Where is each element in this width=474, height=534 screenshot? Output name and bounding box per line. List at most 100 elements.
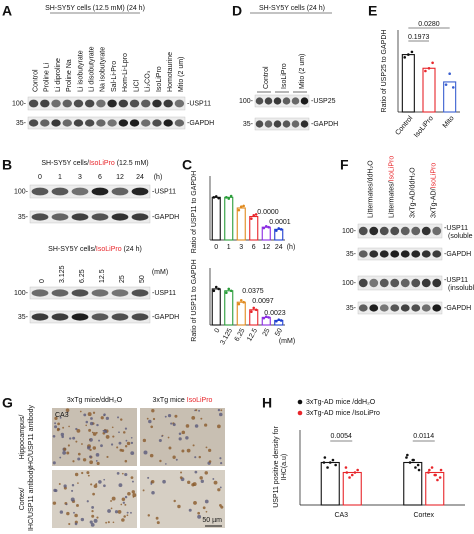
data-point xyxy=(264,315,268,318)
ihc-cell xyxy=(110,500,112,502)
ihc-cell xyxy=(95,460,98,462)
p-value: 0.0097 xyxy=(252,298,274,305)
panel-label: D xyxy=(232,3,242,19)
ihc-cell xyxy=(96,423,99,427)
data-point xyxy=(406,453,409,457)
data-point xyxy=(254,213,258,216)
blot-band xyxy=(152,119,162,127)
ihc-cell xyxy=(200,479,204,483)
ihc-cell xyxy=(100,416,104,420)
lane-label-part: IsoLiPro xyxy=(430,163,437,189)
lane-label: 50 xyxy=(139,275,146,283)
mw-marker: 100- xyxy=(239,98,254,105)
ihc-cell xyxy=(81,471,84,475)
blot-band xyxy=(91,289,109,297)
header: SH-SY5Y cells (24 h) xyxy=(259,5,325,12)
header: SH-SY5Y cells/IsoLiPro (24 h) xyxy=(48,246,142,253)
ihc-cell xyxy=(151,490,155,495)
ihc-cell xyxy=(147,514,151,517)
lane-unit: (h) xyxy=(154,174,163,181)
lane-label: Na isobutyrate xyxy=(100,47,107,92)
ihc-cell xyxy=(132,496,135,498)
lane-label: Proline Na xyxy=(66,59,73,92)
data-point xyxy=(331,458,335,462)
data-point xyxy=(217,196,220,200)
ihc-cell xyxy=(91,510,94,513)
ihc-cell xyxy=(111,426,114,429)
lane-label: Li₂CO₃ xyxy=(145,70,152,92)
ihc-cell xyxy=(217,408,221,412)
blot-band xyxy=(379,250,389,258)
blot-band xyxy=(31,187,49,196)
ihc-cell xyxy=(91,506,95,509)
ihc-cell xyxy=(170,422,173,425)
ihc-cell xyxy=(121,472,124,475)
ihc-cell xyxy=(89,460,93,465)
x-tick-label: 50 xyxy=(274,327,284,337)
blot-band xyxy=(111,289,129,297)
ihc-cell xyxy=(98,480,102,484)
x-tick-label: Mito xyxy=(442,115,456,130)
blot-band xyxy=(400,304,410,312)
ihc-cell xyxy=(92,432,97,436)
ihc-cell xyxy=(95,453,100,457)
panel-label: F xyxy=(340,157,349,173)
blot-band xyxy=(400,278,410,288)
row-name: -GAPDH xyxy=(152,314,179,321)
ihc-cell xyxy=(149,453,154,458)
ihc-cell xyxy=(132,493,137,498)
data-point xyxy=(212,196,216,199)
bar xyxy=(249,309,259,326)
ihc-cell xyxy=(103,478,106,481)
data-point xyxy=(323,456,327,459)
ihc-cell xyxy=(89,421,94,426)
ihc-cell xyxy=(147,476,150,479)
blot-band xyxy=(255,120,264,128)
ihc-cell xyxy=(168,446,172,450)
data-point xyxy=(275,229,278,232)
ihc-cell xyxy=(105,435,110,439)
data-point xyxy=(217,287,220,291)
data-point xyxy=(334,463,337,467)
ihc-cell xyxy=(110,443,114,446)
lane-label: 0 xyxy=(38,174,42,181)
data-point xyxy=(267,225,270,229)
blot-band xyxy=(40,119,50,127)
ihc-cell xyxy=(118,441,122,445)
bar xyxy=(320,461,340,506)
ihc-cell xyxy=(80,517,85,522)
mw-marker: 100- xyxy=(342,280,357,287)
blot-band xyxy=(390,278,400,288)
ihc-cell xyxy=(107,509,111,513)
ihc-cell xyxy=(142,438,147,443)
p-value: 0.1973 xyxy=(408,34,430,41)
blot-band xyxy=(152,99,162,108)
data-point xyxy=(444,83,448,86)
ihc-cell xyxy=(63,484,67,488)
ihc-cell xyxy=(217,424,221,429)
ihc-cell xyxy=(106,455,109,459)
ihc-cell xyxy=(91,514,95,518)
ihc-cell xyxy=(59,416,62,419)
lane-label: Sal-Li-Pro xyxy=(111,61,118,92)
p-value: 0.0375 xyxy=(242,288,264,295)
blot-band xyxy=(51,187,69,196)
x-tick-label: 24 xyxy=(275,244,283,251)
x-unit: (h) xyxy=(287,244,296,251)
ihc-cell xyxy=(87,412,92,417)
p-value: 0.0000 xyxy=(257,209,279,216)
mw-marker: 100- xyxy=(342,228,357,235)
blot-band xyxy=(51,313,69,321)
p-value: 0.0280 xyxy=(418,21,440,28)
data-point xyxy=(448,72,451,76)
legend-marker xyxy=(297,399,303,405)
row-note: (insoluble frac) xyxy=(448,285,474,292)
ihc-cell xyxy=(72,436,76,440)
data-point xyxy=(431,61,434,65)
blot-band xyxy=(400,250,410,258)
data-point xyxy=(254,308,258,312)
ihc-cell xyxy=(191,416,196,420)
row-name: -USP11 xyxy=(444,277,468,284)
ihc-cell xyxy=(120,418,123,421)
ihc-cell xyxy=(178,437,182,441)
